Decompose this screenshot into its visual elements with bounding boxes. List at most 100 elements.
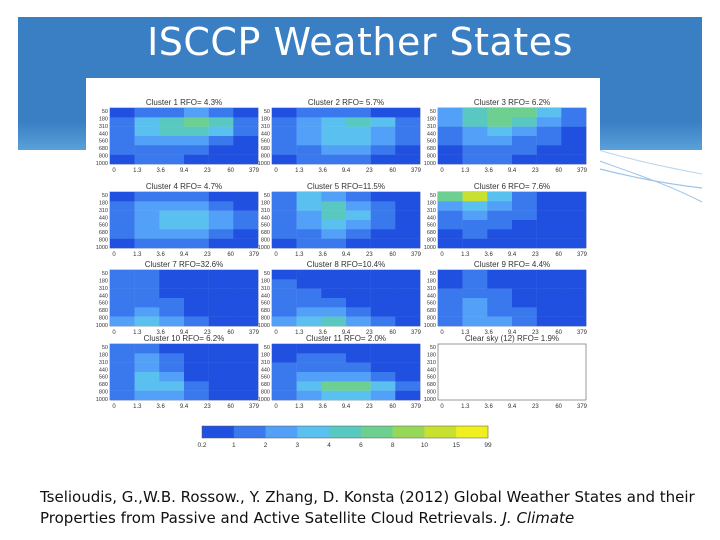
heatmap-cell (536, 279, 562, 289)
heatmap-cell (208, 145, 234, 155)
y-tick-label: 50 (430, 271, 436, 277)
heatmap-cell (462, 117, 488, 127)
x-tick-label: 23 (204, 168, 211, 174)
heatmap-cell (233, 362, 259, 373)
heatmap-cell (561, 126, 587, 137)
heatmap-cell (487, 279, 513, 289)
heatmap-cell (321, 288, 347, 299)
heatmap-cell (296, 238, 322, 249)
y-tick-label: 180 (261, 200, 270, 206)
y-tick-label: 1000 (96, 323, 108, 329)
heatmap-cell (159, 126, 185, 137)
heatmap-cell (184, 117, 209, 127)
heatmap-cell (536, 154, 562, 165)
y-tick-label: 800 (261, 238, 270, 244)
x-tick-label: 60 (389, 330, 396, 336)
heatmap-cell (487, 298, 513, 308)
heatmap-cell (487, 201, 513, 211)
heatmap-cell (321, 381, 347, 391)
panel-title: Cluster 1 RFO= 4.3% (146, 98, 222, 107)
x-tick-label: 379 (411, 404, 422, 410)
heatmap-cell (184, 145, 209, 155)
heatmap-cell (512, 270, 537, 280)
heatmap-cell (321, 279, 347, 289)
heatmap-cell (272, 154, 297, 165)
heatmap-cell (208, 362, 234, 373)
heatmap-cell (233, 145, 259, 155)
slide-title: ISCCP Weather States (147, 20, 573, 64)
heatmap-cell (159, 279, 185, 289)
x-tick-label: 3.6 (156, 404, 165, 410)
panel-title: Cluster 11 RFO= 2.0% (306, 334, 386, 343)
colorbar-segment (456, 426, 489, 438)
heatmap-cell (184, 154, 209, 165)
heatmap-cell (321, 344, 347, 354)
x-tick-label: 0 (440, 330, 444, 336)
heatmap-cell (296, 372, 322, 382)
heatmap-cell (134, 344, 160, 354)
heatmap-cell (346, 136, 371, 146)
heatmap-cell (110, 192, 135, 202)
y-tick-label: 180 (99, 116, 108, 122)
y-tick-label: 800 (99, 154, 108, 160)
y-tick-label: 310 (261, 208, 270, 214)
heatmap-cell (395, 117, 421, 127)
heatmap-cell (346, 145, 371, 155)
heatmap-cell (296, 108, 322, 118)
heatmap-cell (233, 220, 259, 230)
heatmap-cell (370, 372, 396, 382)
heatmap-cell (395, 344, 421, 354)
x-tick-label: 60 (555, 252, 562, 258)
heatmap-cell (296, 344, 322, 354)
heatmap-cell (134, 390, 160, 401)
heatmap-cell (134, 270, 160, 280)
heatmap-cell (395, 307, 421, 317)
x-tick-label: 379 (577, 168, 588, 174)
x-tick-label: 3.6 (156, 168, 165, 174)
heatmap-cell (272, 288, 297, 299)
y-tick-label: 440 (99, 131, 108, 137)
y-tick-label: 1000 (258, 161, 270, 167)
y-tick-label: 1000 (96, 161, 108, 167)
y-tick-label: 680 (99, 230, 108, 236)
heatmap-cell (184, 201, 209, 211)
heatmap-cell (110, 279, 135, 289)
heatmap-cell (208, 136, 234, 146)
heatmap-cell (110, 210, 135, 221)
heatmap-cell (395, 126, 421, 137)
x-tick-label: 9.4 (342, 168, 351, 174)
x-tick-label: 9.4 (508, 168, 517, 174)
heatmap-cell (321, 353, 347, 363)
heatmap-cell (395, 108, 421, 118)
heatmap-cell (321, 372, 347, 382)
heatmap-cell (370, 381, 396, 391)
x-tick-label: 9.4 (342, 252, 351, 258)
heatmap-cell (346, 288, 371, 299)
heatmap-cell (184, 210, 209, 221)
heatmap-cell (346, 270, 371, 280)
heatmap-cell (272, 307, 297, 317)
y-tick-label: 560 (261, 223, 270, 229)
y-tick-label: 1000 (424, 245, 436, 251)
heatmap-cell (208, 238, 234, 249)
heatmap-cell (487, 210, 513, 221)
heatmap-cell (321, 126, 347, 137)
citation: Tselioudis, G.,W.B. Rossow., Y. Zhang, D… (40, 487, 710, 529)
heatmap-cell (370, 307, 396, 317)
heatmap-cell (184, 307, 209, 317)
colorbar-segment (202, 426, 235, 438)
panel-frame (437, 343, 587, 401)
heatmap-cell (438, 220, 463, 230)
x-tick-label: 3.6 (484, 404, 493, 410)
y-tick-label: 440 (99, 367, 108, 373)
heatmap-cell (296, 229, 322, 239)
x-tick-label: 9.4 (508, 404, 517, 410)
y-tick-label: 1000 (258, 397, 270, 403)
y-tick-label: 310 (99, 360, 108, 366)
heatmap-cell (159, 307, 185, 317)
x-tick-label: 23 (204, 252, 211, 258)
heatmap-cell (272, 210, 297, 221)
heatmap-cell (272, 220, 297, 230)
y-tick-label: 800 (99, 316, 108, 322)
heatmap-cell (233, 136, 259, 146)
